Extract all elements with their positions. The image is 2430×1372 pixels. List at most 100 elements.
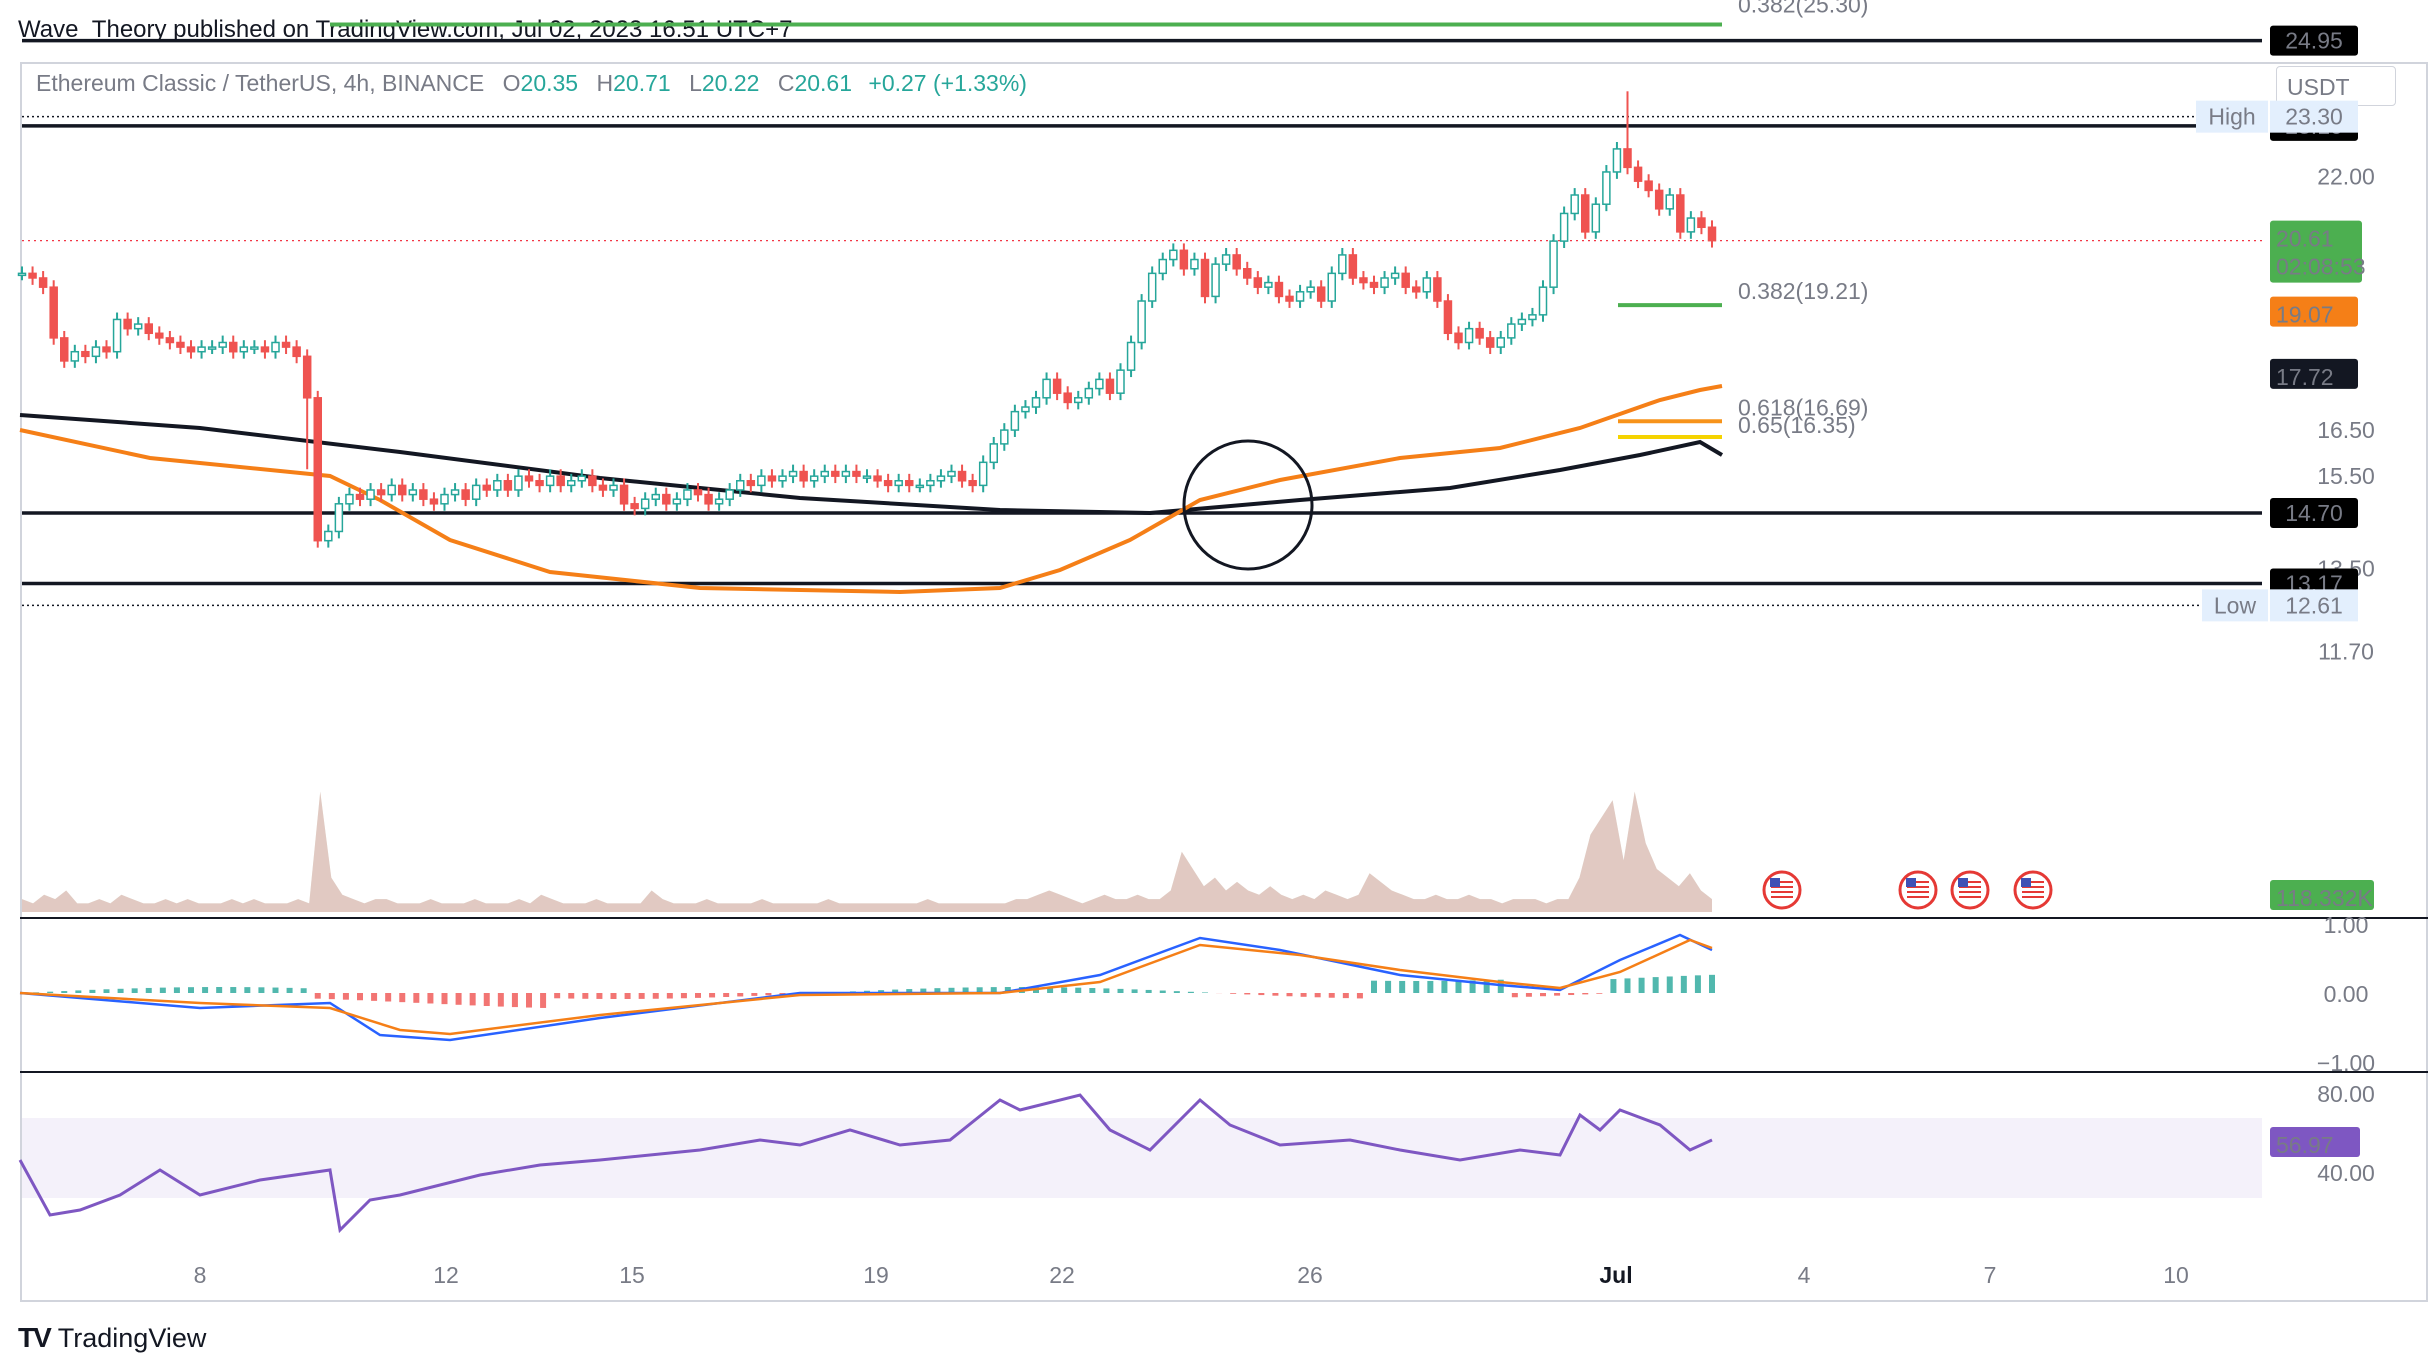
candle-body (1665, 194, 1674, 210)
candle-body (778, 475, 787, 482)
candle-body (429, 498, 439, 505)
candle-body (630, 503, 639, 510)
candle-body (250, 346, 259, 350)
x-axis-tick: 7 (1984, 1262, 1997, 1288)
candle-body (1031, 397, 1041, 408)
macd-histogram-bar (1103, 988, 1110, 993)
macd-histogram-bar (216, 987, 223, 993)
candle-body (1485, 337, 1495, 348)
low-value-box (2270, 589, 2358, 622)
candle-body (1116, 369, 1125, 394)
macd-histogram-bar (371, 993, 378, 1001)
candle-body (376, 489, 386, 496)
macd-histogram-bar (272, 987, 279, 993)
macd-histogram-bar (1187, 991, 1194, 993)
candle-body (81, 350, 90, 358)
macd-histogram-bar (455, 993, 462, 1005)
macd-histogram-bar (1525, 993, 1532, 997)
candle-body (1137, 300, 1146, 344)
macd-histogram-bar (413, 993, 420, 1003)
candle-body (936, 475, 946, 482)
candle-body (683, 489, 692, 500)
macd-histogram-bar (1596, 993, 1603, 994)
macd-histogram-bar (554, 993, 561, 999)
candle-body (176, 341, 185, 348)
macd-histogram-bar (300, 988, 307, 993)
volume-area-green (22, 791, 1712, 912)
candle-body (1464, 327, 1474, 344)
candle-body (588, 475, 597, 487)
high-value-box (2270, 100, 2358, 133)
tradingview-logo-icon: TV (18, 1322, 52, 1353)
macd-histogram-bar (1342, 993, 1349, 999)
macd-histogram-bar (1300, 993, 1307, 997)
tradingview-logo[interactable]: TV TradingView (18, 1322, 206, 1354)
us-flag-icon (1950, 870, 1990, 910)
rsi-value-badge-text: 56.97 (2276, 1132, 2334, 1158)
macd-histogram-bar (342, 993, 349, 1000)
candle-body (1475, 327, 1484, 339)
level-badge (2270, 25, 2358, 56)
candle-body (820, 470, 829, 477)
rsi-line (18, 1093, 1713, 1234)
candle-body (1369, 281, 1379, 288)
candle-body (155, 332, 164, 339)
macd-histogram-bar (1680, 975, 1687, 993)
macd-histogram-bar (1244, 993, 1251, 995)
candle-body (978, 461, 988, 487)
last-price-badge-text: 02:08:53 (2276, 254, 2366, 280)
macd-histogram-bar (1117, 988, 1124, 993)
macd-histogram-bar (89, 989, 96, 993)
candle-body (1559, 212, 1569, 242)
candle-body (989, 443, 998, 464)
candle-body (271, 341, 280, 353)
macd-histogram-bar (1652, 977, 1659, 993)
candle-body (1327, 272, 1336, 302)
macd-histogram-bar (1610, 979, 1617, 993)
ema-200-badge-text: 17.72 (2276, 364, 2334, 390)
macd-histogram-bar (962, 987, 969, 993)
candle-body (1581, 194, 1590, 233)
candle-body (577, 475, 587, 482)
symbol-name[interactable]: Ethereum Classic / TetherUS, 4h, BINANCE (36, 70, 485, 96)
macd-histogram-bar (1483, 980, 1490, 993)
candle-body (619, 484, 629, 505)
candle-body (567, 480, 576, 487)
candle-body (1707, 226, 1717, 242)
candle-body (841, 470, 851, 477)
candle-body (1496, 337, 1505, 348)
ema-50-badge-text: 19.07 (2276, 302, 2334, 328)
candle-body (1211, 263, 1220, 298)
last-price-badge-text: 20.61 (2276, 226, 2334, 252)
publisher-line: Wave_Theory published on TradingView.com… (18, 16, 793, 43)
high-value: 20.71 (613, 70, 671, 96)
macd-histogram-bar (1047, 987, 1054, 993)
candle-body (1074, 397, 1083, 404)
macd-histogram-bar (1356, 993, 1363, 999)
macd-histogram-bar (230, 987, 237, 993)
currency-selector[interactable]: USDT (2276, 66, 2396, 106)
level-badge (2270, 498, 2358, 529)
macd-histogram-bar (610, 993, 617, 999)
candle-body (70, 350, 80, 362)
candle-body (1126, 341, 1136, 371)
macd-histogram-bar (1455, 980, 1462, 993)
chart-frame (20, 62, 2428, 1302)
candle-body (1010, 410, 1020, 431)
price-tick: 15.50 (2317, 463, 2375, 489)
macd-histogram-bar (47, 991, 54, 993)
open-value: 20.35 (520, 70, 579, 96)
candle-body (809, 475, 819, 482)
candle-body (1517, 318, 1527, 325)
macd-histogram-bar (878, 990, 885, 993)
macd-histogram-bar (906, 989, 913, 993)
macd-histogram-bar (314, 993, 321, 999)
candle-body (1264, 281, 1273, 288)
macd-histogram-bar (1258, 993, 1265, 996)
candle-body (102, 346, 111, 353)
macd-histogram-bar (1638, 977, 1645, 993)
macd-histogram-bar (357, 993, 363, 1001)
macd-histogram-bar (751, 993, 758, 996)
candle-body (883, 480, 893, 487)
macd-tick: 1.00 (2324, 912, 2369, 938)
